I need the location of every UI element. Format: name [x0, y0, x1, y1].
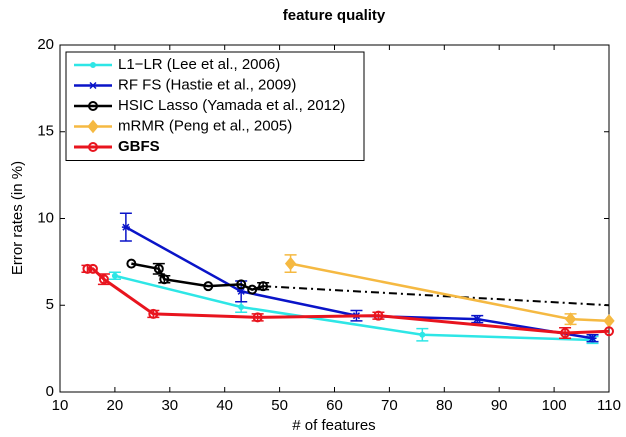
marker — [564, 312, 577, 326]
x-tick-label: 40 — [216, 397, 233, 414]
y-axis-label: Error rates (in %) — [9, 161, 26, 275]
series-line — [87, 267, 610, 335]
legend-label: GBFS — [118, 138, 160, 155]
series-extension — [263, 285, 610, 307]
x-tick-label: 50 — [271, 397, 288, 414]
x-tick-label: 100 — [542, 397, 567, 414]
x-tick-label: 80 — [436, 397, 453, 414]
legend-marker — [87, 119, 99, 134]
marker — [604, 326, 614, 337]
marker — [603, 314, 615, 328]
legend-label: HSIC Lasso (Yamada et al., 2012) — [118, 97, 345, 114]
x-tick-label: 20 — [107, 397, 124, 414]
legend-label: RF FS (Hastie et al., 2009) — [118, 76, 296, 93]
marker — [159, 274, 170, 285]
marker — [111, 272, 118, 279]
marker — [98, 274, 109, 285]
y-tick-label: 20 — [37, 36, 54, 53]
series — [108, 271, 599, 345]
marker — [237, 287, 246, 295]
series-line — [114, 274, 593, 342]
y-tick-label: 5 — [46, 296, 54, 313]
marker — [473, 315, 482, 323]
y-tick-label: 10 — [37, 209, 54, 226]
marker — [236, 279, 247, 290]
legend-marker — [89, 81, 97, 90]
legend-label: mRMR (Peng et al., 2005) — [118, 117, 292, 134]
marker — [252, 312, 263, 323]
y-tick-label: 0 — [46, 383, 54, 400]
marker — [87, 263, 98, 274]
x-tick-label: 60 — [326, 397, 343, 414]
marker — [121, 223, 130, 231]
x-tick-label: 30 — [161, 397, 178, 414]
marker — [82, 263, 93, 274]
marker — [258, 281, 269, 292]
marker — [284, 256, 297, 271]
marker — [373, 310, 384, 321]
marker — [153, 263, 164, 274]
series — [126, 258, 610, 307]
marker — [126, 258, 137, 269]
x-tick-label: 110 — [597, 397, 621, 414]
marker — [203, 281, 214, 292]
marker — [419, 331, 426, 338]
marker — [148, 308, 159, 319]
x-tick-label: 90 — [491, 397, 508, 414]
marker — [588, 334, 597, 342]
legend-marker — [90, 62, 96, 68]
marker — [238, 303, 245, 310]
legend-marker — [88, 142, 98, 152]
series — [81, 263, 614, 339]
y-tick-label: 15 — [37, 123, 54, 140]
chart-title: feature quality — [283, 7, 386, 24]
legend-label: L1−LR (Lee et al., 2006) — [118, 56, 280, 73]
marker — [560, 328, 571, 339]
x-axis-label: # of features — [292, 417, 375, 434]
x-tick-label: 70 — [381, 397, 398, 414]
marker — [247, 284, 258, 295]
legend-marker — [88, 101, 98, 111]
legend-box — [65, 51, 365, 161]
x-tick-label: 10 — [52, 397, 69, 414]
